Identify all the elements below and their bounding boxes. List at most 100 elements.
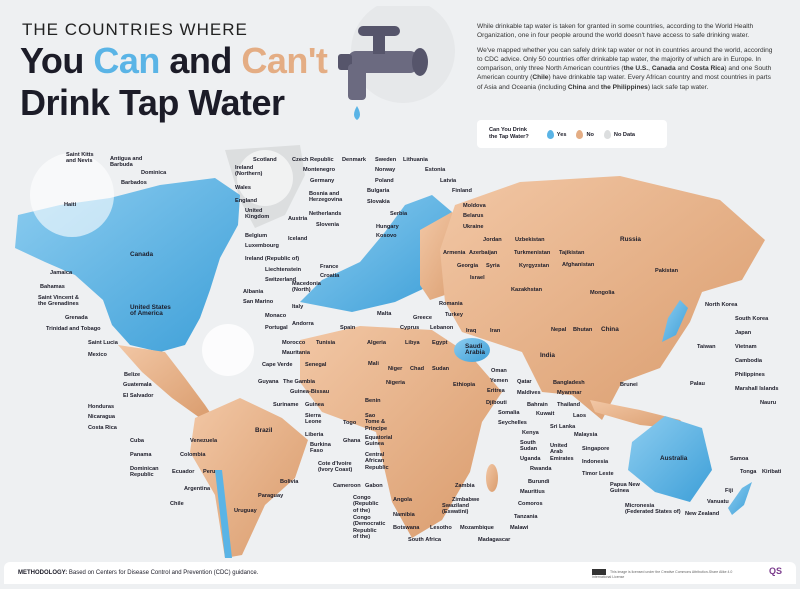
country-label-united-states-of-america: United States of America xyxy=(130,304,171,318)
country-label-oman: Oman xyxy=(491,368,507,374)
country-label-honduras: Honduras xyxy=(88,404,115,410)
country-label-madagascar: Madagascar xyxy=(478,537,511,543)
country-label-germany: Germany xyxy=(310,178,335,184)
legend-yes: Yes xyxy=(546,129,566,139)
country-label-mali: Mali xyxy=(368,361,379,367)
country-label-cyprus: Cyprus xyxy=(400,325,420,331)
intro-bold-us: the U.S. xyxy=(623,65,649,73)
country-label-kyrgyzstan: Kyrgyzstan xyxy=(519,263,550,269)
country-label-mozambique: Mozambique xyxy=(460,525,494,531)
footer: METHODOLOGY: Based on Centers for Diseas… xyxy=(4,562,796,584)
country-label-croatia: Croatia xyxy=(320,273,340,279)
country-label-angola: Angola xyxy=(393,497,412,503)
country-label-montenegro: Montenegro xyxy=(303,167,336,173)
country-label-sweden: Sweden xyxy=(375,157,397,163)
region-central-america xyxy=(118,345,215,420)
country-label-suriname: Suriname xyxy=(273,402,299,408)
country-label-chile: Chile xyxy=(170,501,184,507)
legend-nodata: No Data xyxy=(603,129,635,139)
country-label-ireland-northern: Ireland (Northern) xyxy=(235,165,263,178)
inset-uk xyxy=(237,150,293,206)
country-label-afghanistan: Afghanistan xyxy=(562,262,595,268)
country-label-algeria: Algeria xyxy=(367,340,386,346)
country-label-central-african-republic: Central African Republic xyxy=(365,452,389,471)
country-label-switzerland: Switzerland xyxy=(265,277,297,283)
country-label-benin: Benin xyxy=(365,398,381,404)
country-label-sri-lanka: Sri Lanka xyxy=(550,424,576,430)
country-label-guyana: Guyana xyxy=(258,379,279,385)
region-africa xyxy=(300,326,502,538)
inset-caribbean xyxy=(30,153,114,237)
country-label-portugal: Portugal xyxy=(265,325,288,331)
country-label-canada: Canada xyxy=(130,251,154,258)
country-label-saint-vincent-the-grenadines: Saint Vincent & the Grenadines xyxy=(38,295,79,308)
country-label-syria: Syria xyxy=(486,263,500,269)
country-label-poland: Poland xyxy=(375,178,394,184)
country-label-south-africa: South Africa xyxy=(408,537,442,543)
country-label-united-arab-emirates: United Arab Emirates xyxy=(550,443,574,462)
country-label-mauritania: Mauritania xyxy=(282,350,310,356)
country-label-senegal: Senegal xyxy=(305,362,327,368)
country-label-cameroon: Cameroon xyxy=(333,483,361,489)
country-label-vanuatu: Vanuatu xyxy=(707,499,729,505)
country-label-united-kingdom: United Kingdom xyxy=(245,208,270,221)
country-label-greece: Greece xyxy=(413,315,432,321)
country-label-grenada: Grenada xyxy=(65,315,88,321)
country-label-belarus: Belarus xyxy=(463,213,484,219)
country-label-the-gambia: The Gambia xyxy=(283,379,316,385)
country-label-netherlands: Netherlands xyxy=(309,211,342,217)
country-label-jamaica: Jamaica xyxy=(50,270,73,276)
country-label-armenia: Armenia xyxy=(443,250,466,256)
country-label-cambodia: Cambodia xyxy=(735,358,763,364)
country-label-rwanda: Rwanda xyxy=(530,466,552,472)
country-label-ecuador: Ecuador xyxy=(172,469,195,475)
country-label-iran: Iran xyxy=(490,328,501,334)
country-label-comoros: Comoros xyxy=(518,501,543,507)
country-label-samoa: Samoa xyxy=(730,456,749,462)
country-label-lebanon: Lebanon xyxy=(430,325,454,331)
intro-paragraph-2: We've mapped whether you can safely drin… xyxy=(477,46,777,92)
country-label-lesotho: Lesotho xyxy=(430,525,452,531)
title-can: Can xyxy=(93,40,160,81)
country-label-qatar: Qatar xyxy=(517,379,532,385)
country-label-mongolia: Mongolia xyxy=(590,290,615,296)
country-label-argentina: Argentina xyxy=(184,486,211,492)
faucet-icon xyxy=(338,6,455,120)
water-drop-yes-icon xyxy=(546,129,554,139)
country-label-slovenia: Slovenia xyxy=(316,222,340,228)
country-label-kosovo: Kosovo xyxy=(376,233,397,239)
title-and: and xyxy=(159,40,242,81)
country-label-peru: Peru xyxy=(203,469,216,475)
country-label-myanmar: Myanmar xyxy=(557,390,582,396)
country-label-togo: Togo xyxy=(343,420,357,426)
license-note: This image is licensed under the Creativ… xyxy=(592,569,742,579)
title-kicker: THE COUNTRIES WHERE xyxy=(22,20,248,39)
methodology: METHODOLOGY: Based on Centers for Diseas… xyxy=(18,570,258,576)
country-label-israel: Israel xyxy=(470,275,485,281)
region-saudi-arabia xyxy=(454,338,490,362)
country-label-bhutan: Bhutan xyxy=(573,327,593,333)
country-label-eritrea: Eritrea xyxy=(487,388,505,394)
country-label-bangladesh: Bangladesh xyxy=(553,380,585,386)
country-label-antigua-and-barbuda: Antigua and Barbuda xyxy=(110,156,143,169)
country-label-sao-tome-principe: Sao Tome & Principe xyxy=(365,413,388,432)
country-label-south-korea: South Korea xyxy=(735,316,769,322)
country-label-cape-verde: Cape Verde xyxy=(262,362,293,368)
country-label-iraq: Iraq xyxy=(466,328,477,334)
country-label-england: England xyxy=(235,198,258,204)
country-label-liberia: Liberia xyxy=(305,432,324,438)
country-label-serbia: Serbia xyxy=(390,211,408,217)
country-label-papua-new-guinea: Papua New Guinea xyxy=(610,482,640,495)
region-madagascar xyxy=(486,464,498,492)
country-label-namibia: Namibia xyxy=(393,512,415,518)
methodology-text: Based on Centers for Disease Control and… xyxy=(67,570,259,576)
country-label-north-korea: North Korea xyxy=(705,302,738,308)
country-label-spain: Spain xyxy=(340,325,356,331)
intro-bold-canada: Canada xyxy=(651,65,676,73)
region-new-zealand xyxy=(728,482,752,515)
country-label-paraguay: Paraguay xyxy=(258,493,284,499)
country-label-singapore: Singapore xyxy=(582,446,610,452)
country-label-luxembourg: Luxembourg xyxy=(245,243,279,249)
country-label-mexico: Mexico xyxy=(88,352,107,358)
country-label-turkey: Turkey xyxy=(445,312,463,318)
